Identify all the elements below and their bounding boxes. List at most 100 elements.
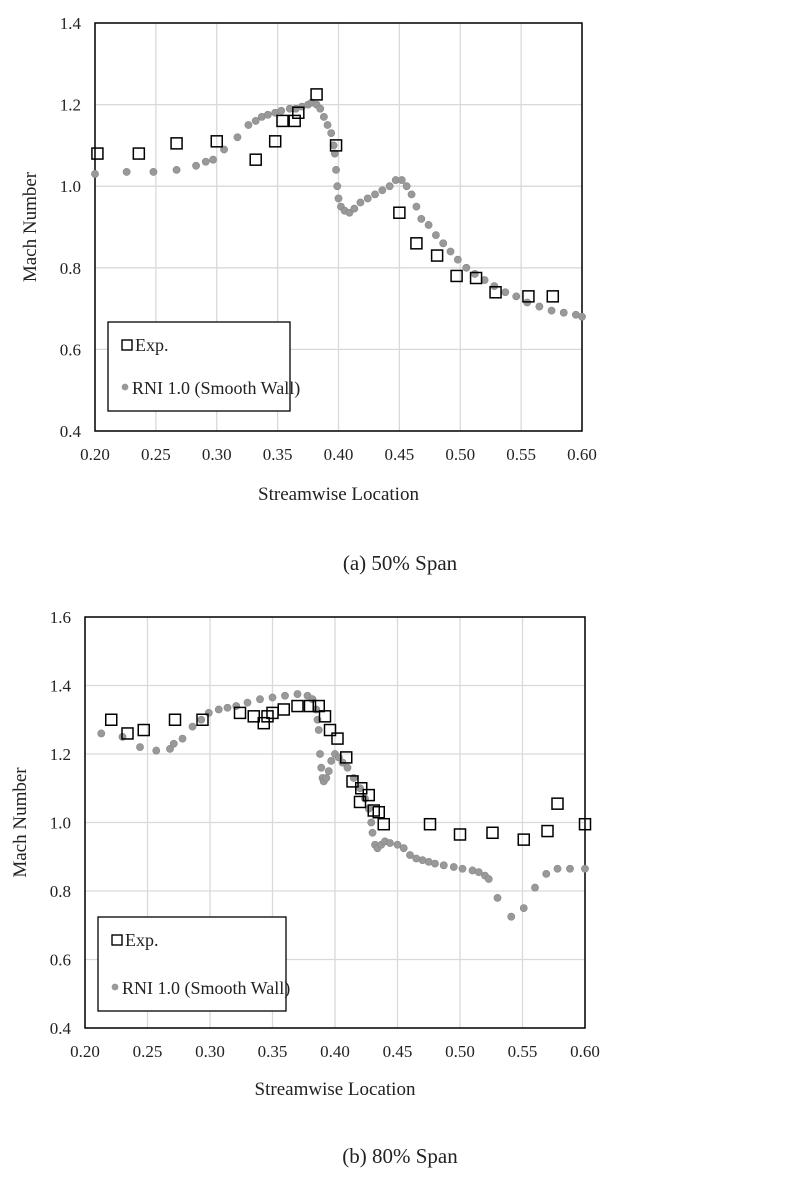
sim-data-point bbox=[385, 182, 394, 191]
exp-data-point bbox=[329, 139, 343, 152]
exp-data-point bbox=[121, 727, 134, 740]
x-tick-label: 0.40 bbox=[324, 445, 354, 464]
x-tick-label: 0.60 bbox=[570, 1042, 600, 1061]
sim-data-point bbox=[542, 869, 551, 878]
sim-data-point bbox=[178, 734, 187, 743]
sim-data-point bbox=[251, 117, 260, 125]
sim-data-point bbox=[322, 774, 331, 782]
sim-data-point bbox=[149, 168, 158, 176]
legend-exp-marker bbox=[111, 934, 123, 946]
sim-data-point bbox=[363, 194, 372, 203]
exp-data-point bbox=[346, 775, 359, 788]
x-tick-label: 0.25 bbox=[133, 1042, 163, 1061]
legend-sim-label: RNI 1.0 (Smooth Wall) bbox=[122, 978, 290, 999]
exp-data-point bbox=[450, 269, 463, 283]
sim-data-point bbox=[412, 202, 421, 211]
exp-data-point bbox=[277, 703, 290, 716]
exp-data-point bbox=[453, 828, 467, 841]
y-tick-label: 1.4 bbox=[50, 677, 72, 696]
exp-data-point bbox=[423, 817, 437, 831]
sim-data-point bbox=[547, 306, 556, 315]
exp-data-point bbox=[91, 147, 104, 160]
y-tick-label: 0.4 bbox=[50, 1019, 72, 1038]
sim-data-point bbox=[371, 190, 379, 199]
figure-caption: (a) 50% Span bbox=[343, 551, 458, 575]
sim-data-point bbox=[531, 883, 539, 892]
sim-data-point bbox=[244, 121, 253, 129]
exp-data-point bbox=[331, 732, 344, 745]
legend-sim-marker bbox=[111, 983, 119, 991]
x-tick-label: 0.45 bbox=[385, 445, 415, 464]
legend-box bbox=[107, 321, 291, 412]
sim-data-point bbox=[507, 912, 516, 921]
legend: Exp. RNI 1.0 (Smooth Wall) bbox=[97, 916, 290, 1012]
chart-50-span: 0.20 0.25 0.30 0.35 0.40 0.45 0.50 0.55 0.60 0.4 0… bbox=[20, 14, 597, 575]
sim-data-point bbox=[512, 292, 521, 301]
sim-data-point bbox=[214, 705, 223, 714]
sim-data-point bbox=[343, 763, 352, 772]
legend-box bbox=[97, 916, 287, 1012]
sim-data-point bbox=[368, 828, 377, 837]
sim-data-point bbox=[220, 145, 228, 154]
sim-data-point bbox=[356, 198, 365, 207]
sim-data-point bbox=[316, 104, 325, 113]
exp-data-point bbox=[168, 713, 182, 726]
exp-data-point bbox=[323, 723, 337, 737]
sim-data-point bbox=[519, 904, 528, 913]
sim-data-point bbox=[316, 750, 324, 758]
sim-data-point bbox=[201, 157, 210, 166]
exp-data-point bbox=[340, 751, 353, 764]
exp-data-point bbox=[310, 88, 323, 101]
sim-data-point bbox=[406, 851, 414, 859]
sim-data-point bbox=[407, 190, 416, 199]
exp-data-point bbox=[372, 805, 385, 819]
sim-data-point bbox=[263, 110, 272, 119]
sim-data-point bbox=[559, 308, 568, 317]
sim-data-point bbox=[493, 893, 502, 902]
x-tick-label: 0.55 bbox=[508, 1042, 538, 1061]
exp-data-point bbox=[132, 147, 146, 160]
exp-data-point bbox=[489, 286, 502, 299]
y-tick-label: 1.0 bbox=[50, 814, 71, 833]
exp-data-point bbox=[546, 290, 560, 303]
sim-data-point bbox=[386, 839, 394, 847]
exp-data-point bbox=[522, 290, 535, 303]
y-tick-label: 1.4 bbox=[60, 14, 82, 33]
y-axis-label: Mach Number bbox=[10, 767, 31, 878]
sim-data-point bbox=[256, 695, 264, 704]
exp-data-point bbox=[170, 137, 183, 150]
sim-data-point bbox=[317, 763, 326, 772]
y-tick-label: 0.6 bbox=[60, 340, 81, 359]
legend-sim-label: RNI 1.0 (Smooth Wall) bbox=[132, 378, 300, 399]
sim-data-point bbox=[367, 818, 376, 827]
legend-exp-label: Exp. bbox=[125, 930, 159, 950]
sim-data-point bbox=[327, 129, 336, 138]
sim-data-point bbox=[474, 868, 483, 877]
y-tick-label: 0.4 bbox=[60, 422, 82, 441]
y-tick-label: 1.0 bbox=[60, 177, 81, 196]
exp-data-point bbox=[362, 788, 375, 802]
exp-data-point bbox=[292, 106, 305, 120]
exp-data-point bbox=[377, 817, 390, 831]
sim-data-point bbox=[122, 168, 131, 176]
sim-data-point bbox=[97, 729, 106, 738]
sim-data-point bbox=[458, 864, 467, 873]
x-tick-label: 0.60 bbox=[567, 445, 597, 464]
exp-data-point bbox=[268, 135, 282, 148]
sim-data-point bbox=[319, 112, 328, 121]
exp-data-point bbox=[276, 114, 289, 128]
exp-data-point bbox=[105, 713, 118, 726]
sim-data-point bbox=[535, 302, 544, 311]
sim-data-point bbox=[223, 703, 232, 712]
x-tick-label: 0.50 bbox=[445, 445, 475, 464]
exp-data-point bbox=[355, 782, 368, 795]
sim-data-point bbox=[397, 176, 406, 184]
sim-data-point bbox=[333, 182, 342, 191]
x-tick-label: 0.25 bbox=[141, 445, 171, 464]
exp-data-point bbox=[353, 795, 367, 809]
exp-data-point bbox=[249, 153, 262, 166]
sim-data-point bbox=[402, 182, 411, 191]
sim-data-point bbox=[277, 106, 286, 115]
x-axis-label: Streamwise Location bbox=[255, 1079, 416, 1100]
sim-data-point bbox=[439, 861, 448, 870]
